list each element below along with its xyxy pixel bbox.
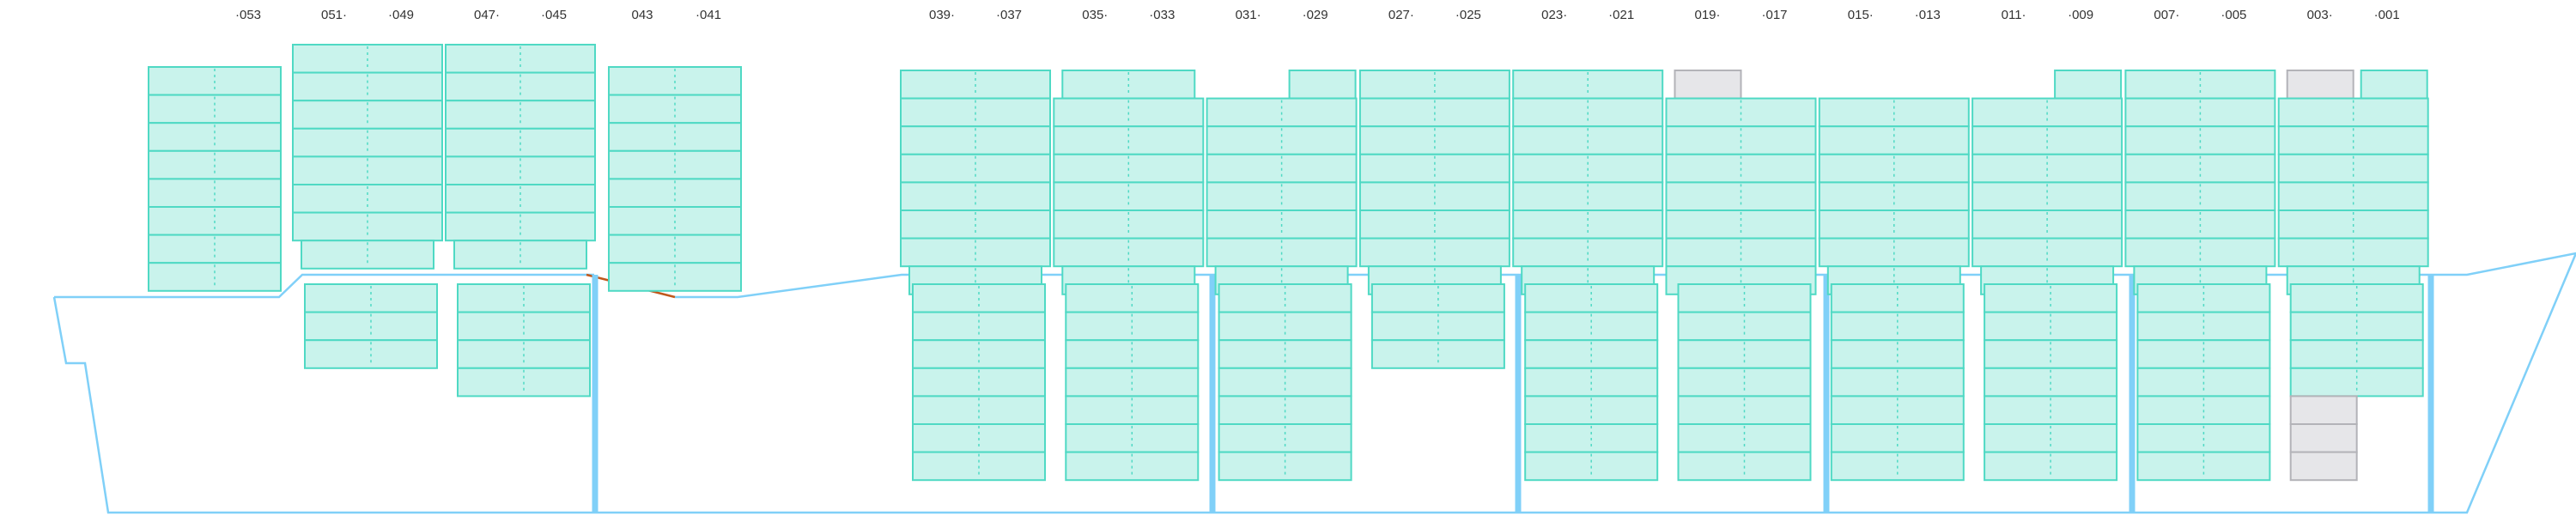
- on-deck-stack: [1512, 70, 1664, 295]
- bay-12: [2124, 70, 2276, 482]
- on-deck-stack: [292, 44, 443, 270]
- in-hold-stack: [1677, 283, 1812, 482]
- in-hold-stack: [912, 283, 1046, 482]
- on-deck-stack: [2277, 70, 2429, 295]
- on-deck-stack: [1358, 70, 1510, 295]
- bay-10: [1818, 97, 1970, 482]
- empty-slot[interactable]: [2289, 395, 2358, 425]
- bay-13: [2277, 70, 2429, 482]
- bay-number-label: 043: [631, 8, 653, 22]
- empty-slot[interactable]: [2289, 451, 2358, 482]
- bay-number-label: ·041: [696, 8, 721, 22]
- in-hold-stack: [1218, 283, 1352, 482]
- bay-number-label: 015·: [1848, 8, 1874, 22]
- bay-number-label: ·049: [388, 8, 414, 22]
- on-deck-stack: [2124, 70, 2276, 295]
- bay-number-label: ·025: [1455, 8, 1481, 22]
- on-deck-stack: [1665, 70, 1817, 295]
- bay-11: [1971, 70, 2123, 482]
- container-slot[interactable]: [1830, 311, 1965, 342]
- bay-number-label: 027·: [1388, 8, 1414, 22]
- container-slot[interactable]: [608, 206, 742, 236]
- container-slot[interactable]: [148, 234, 282, 264]
- bay-number-label: 019·: [1694, 8, 1720, 22]
- bay-number-label: 051·: [321, 8, 347, 22]
- bay-2: [445, 44, 596, 398]
- container-slots: [148, 44, 2429, 482]
- empty-slot[interactable]: [2286, 70, 2354, 100]
- bay-4: [900, 70, 1051, 482]
- bay-number-label: ·029: [1303, 8, 1328, 22]
- container-slot[interactable]: [445, 155, 596, 185]
- bay-number-label: 003·: [2307, 8, 2333, 22]
- in-hold-stack: [304, 283, 438, 369]
- hull-outline: [52, 252, 2576, 514]
- bay-number-label: ·021: [1608, 8, 1634, 22]
- bay-number-label: ·005: [2221, 8, 2246, 22]
- in-hold-stack: [457, 283, 591, 398]
- bay-number-label: 011·: [2002, 8, 2026, 22]
- bay-number-label: ·053: [235, 8, 261, 22]
- on-deck-stack: [445, 44, 596, 270]
- in-hold-stack: [1065, 283, 1200, 482]
- bay-number-label: ·045: [541, 8, 567, 22]
- in-hold-stack: [1370, 283, 1505, 369]
- on-deck-stack: [1053, 70, 1205, 295]
- bay-3: [608, 66, 742, 292]
- container-slot[interactable]: [1065, 367, 1200, 398]
- bay-0: [148, 66, 282, 292]
- in-hold-stack: [2289, 283, 2424, 482]
- on-deck-stack: [608, 66, 742, 292]
- empty-slot[interactable]: [1674, 70, 1742, 100]
- bay-number-label: ·033: [1149, 8, 1175, 22]
- on-deck-stack: [1818, 97, 1970, 295]
- bay-labels: ·053 051· ·049 047· ·045 043 ·041 039· ·037 035· ·…: [235, 8, 2400, 22]
- bay-number-label: 047·: [474, 8, 500, 22]
- container-slot[interactable]: [2277, 181, 2429, 211]
- hull-line: [52, 252, 2576, 514]
- container-slot[interactable]: [445, 211, 596, 242]
- in-hold-stack: [1524, 283, 1659, 482]
- container-slot[interactable]: [1524, 283, 1659, 313]
- in-hold-stack: [1984, 283, 2118, 482]
- bay-8: [1512, 70, 1664, 482]
- container-slot[interactable]: [148, 66, 282, 96]
- bay-number-label: 007·: [2154, 8, 2179, 22]
- container-slot[interactable]: [1524, 311, 1659, 342]
- bay-number-label: ·009: [2068, 8, 2093, 22]
- bay-9: [1665, 70, 1817, 482]
- on-deck-stack: [900, 70, 1051, 295]
- in-hold-stack: [1830, 283, 1965, 482]
- on-deck-stack: [1206, 70, 1358, 295]
- on-deck-stack: [148, 66, 282, 292]
- empty-slot[interactable]: [2289, 423, 2358, 453]
- bay-number-label: ·001: [2374, 8, 2400, 22]
- in-hold-stack: [2136, 283, 2271, 482]
- bay-number-label: 031·: [1236, 8, 1261, 22]
- bay-1: [292, 44, 443, 369]
- container-slot[interactable]: [1512, 237, 1664, 268]
- bay-number-label: ·017: [1761, 8, 1787, 22]
- bay-number-label: ·037: [996, 8, 1022, 22]
- container-slot[interactable]: [2360, 70, 2428, 100]
- bay-5: [1053, 70, 1205, 482]
- bay-number-label: 039·: [929, 8, 955, 22]
- bay-6: [1206, 70, 1358, 482]
- bay-number-label: 023·: [1541, 8, 1567, 22]
- container-slot[interactable]: [1818, 181, 1970, 211]
- container-slot[interactable]: [292, 211, 443, 242]
- bay-number-label: 035·: [1082, 8, 1108, 22]
- container-slot[interactable]: [2054, 70, 2123, 100]
- bay-number-label: ·013: [1915, 8, 1941, 22]
- container-slot[interactable]: [1288, 70, 1357, 100]
- on-deck-stack: [1971, 70, 2123, 295]
- bay-7: [1358, 70, 1510, 369]
- container-slot[interactable]: [1053, 209, 1205, 240]
